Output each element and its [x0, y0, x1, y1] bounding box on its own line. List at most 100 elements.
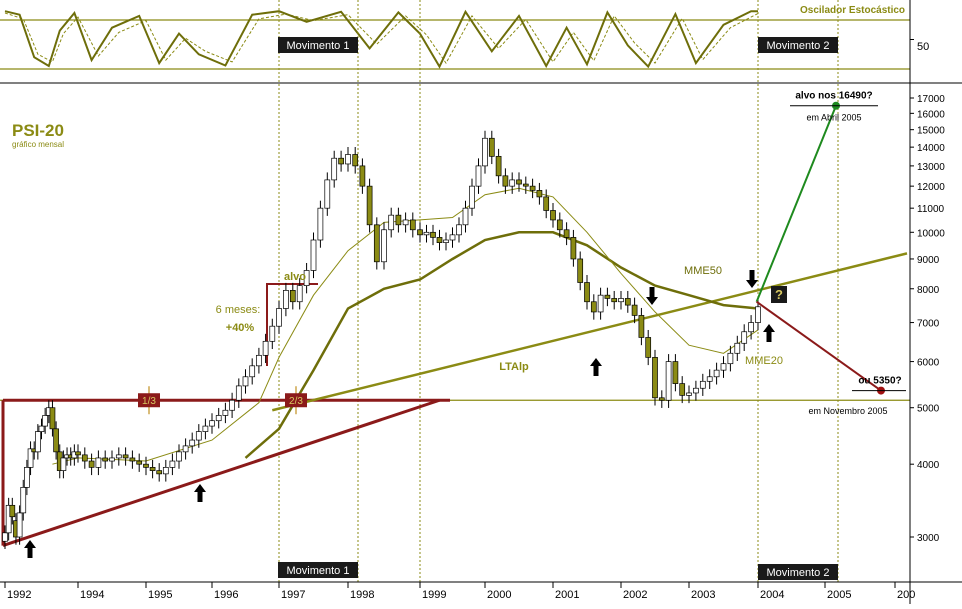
- candle: [727, 352, 734, 365]
- six-months-pct: +40%: [226, 322, 255, 334]
- y-tick-label: 4000: [917, 460, 940, 471]
- candle: [338, 157, 344, 165]
- mme20-label: MME20: [745, 355, 783, 367]
- mme50-line: [244, 231, 759, 459]
- candle: [672, 361, 679, 384]
- candle: [509, 179, 516, 187]
- candle: [129, 457, 136, 462]
- candle: [488, 137, 495, 157]
- candle: [9, 504, 16, 518]
- candle: [38, 425, 45, 432]
- oscillator-title: Oscilador Estocástico: [800, 5, 905, 16]
- projection-down-line: [756, 300, 882, 392]
- x-tick-label: 2004: [760, 589, 784, 601]
- arrow-up-2001: [590, 358, 602, 376]
- x-tick-label: 1995: [148, 589, 172, 601]
- target-down-note: em Novembro 2005: [808, 406, 887, 416]
- two-thirds-box: [285, 393, 307, 408]
- candle: [618, 298, 624, 303]
- six-months-label: 6 meses:: [216, 304, 261, 316]
- candle: [143, 463, 149, 468]
- target-up-label: alvo nos 16490?: [795, 91, 872, 102]
- candle: [5, 504, 12, 534]
- movimento2-top-box: [758, 37, 838, 53]
- candle: [516, 179, 522, 185]
- movimento1-top-box: [278, 37, 358, 53]
- candle: [95, 457, 102, 468]
- candle: [366, 185, 373, 226]
- candle: [303, 270, 310, 286]
- x-tick-label: 2003: [691, 589, 715, 601]
- candle: [665, 361, 672, 401]
- movimento2-bottom-box: [758, 564, 838, 580]
- candle: [430, 231, 436, 238]
- candle: [373, 224, 380, 263]
- candle: [42, 415, 49, 427]
- candle: [652, 357, 658, 399]
- candle: [16, 512, 23, 538]
- candle: [748, 322, 754, 333]
- candle: [296, 285, 303, 303]
- candle: [590, 301, 597, 313]
- candle: [597, 294, 604, 313]
- candle: [20, 487, 27, 514]
- candle: [324, 179, 331, 209]
- candle: [381, 229, 387, 263]
- candle: [469, 185, 475, 209]
- candle: [229, 399, 235, 411]
- candle: [102, 457, 109, 462]
- candle: [60, 457, 67, 471]
- candle: [679, 383, 686, 396]
- moving-averages: [52, 187, 759, 465]
- candle: [417, 229, 423, 236]
- candle: [475, 165, 482, 187]
- target-down-label: ou 5350?: [858, 376, 901, 387]
- candle: [495, 155, 502, 177]
- vertical-markers: [278, 0, 839, 582]
- target-up-note: em Abril 2005: [806, 113, 861, 123]
- mme50-label: MME50: [684, 265, 722, 277]
- candle: [720, 363, 727, 371]
- y-tick-label: 6000: [917, 358, 940, 369]
- candle: [276, 308, 282, 327]
- candle: [409, 219, 416, 231]
- y-tick-label: 3000: [917, 533, 940, 544]
- candle: [75, 451, 81, 456]
- movimento1-bottom-label: Movimento 1: [287, 565, 350, 577]
- candle: [27, 448, 34, 468]
- y-tick-label: 17000: [917, 94, 945, 105]
- y-tick-label: 8000: [917, 285, 940, 296]
- y-tick-label: 13000: [917, 162, 945, 173]
- y-tick-label: 12000: [917, 182, 945, 193]
- y-tick-label: 7000: [917, 319, 940, 330]
- candle: [638, 315, 645, 338]
- one-third-box: [138, 393, 160, 408]
- candles: [2, 130, 761, 549]
- y-tick-label: 9000: [917, 255, 940, 266]
- candle: [658, 397, 665, 401]
- x-tick-label: 2000: [487, 589, 511, 601]
- candle: [550, 210, 556, 221]
- candle: [156, 470, 163, 475]
- movimento1-bottom-box: [278, 562, 358, 578]
- candle: [262, 340, 269, 356]
- x-tick-label: 2005: [827, 589, 851, 601]
- candle: [443, 239, 449, 243]
- candle: [189, 439, 196, 447]
- y-tick-label: 10000: [917, 228, 945, 239]
- y-tick-label: 14000: [917, 143, 945, 154]
- arrow-down-2004: [746, 270, 758, 288]
- candle: [402, 219, 409, 226]
- candle: [755, 306, 761, 323]
- x-tick-label: 200: [897, 589, 915, 601]
- candle: [734, 342, 741, 354]
- candle: [2, 532, 8, 542]
- candle: [176, 451, 182, 462]
- arrow-up-1996: [194, 484, 206, 502]
- candle: [149, 467, 156, 471]
- ltalp-trendline: [272, 252, 908, 412]
